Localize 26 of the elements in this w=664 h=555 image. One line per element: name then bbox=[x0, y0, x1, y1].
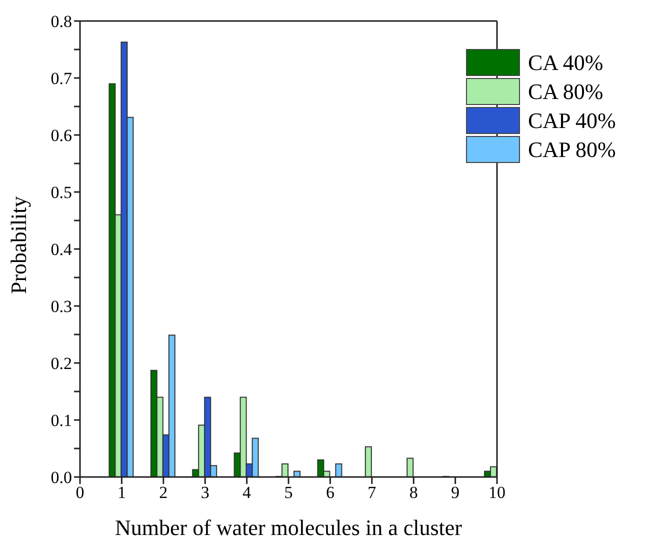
x-tick-label: 9 bbox=[451, 483, 460, 502]
x-tick-label: 3 bbox=[200, 483, 210, 502]
x-tick-label: 1 bbox=[117, 483, 126, 502]
legend-label: CA 40% bbox=[528, 49, 604, 77]
x-tick-label: 2 bbox=[159, 483, 168, 502]
x-tick-label: 8 bbox=[409, 483, 418, 502]
y-tick-label: 0.5 bbox=[50, 183, 72, 202]
legend-label: CAP 40% bbox=[528, 107, 616, 135]
legend-label: CA 80% bbox=[528, 78, 604, 106]
x-tick-label: 5 bbox=[284, 483, 293, 502]
y-tick-label: 0.1 bbox=[50, 411, 72, 430]
y-tick-label: 0.6 bbox=[50, 126, 72, 146]
x-axis-title: Number of water molecules in a cluster bbox=[115, 515, 463, 540]
x-tick-label: 0 bbox=[76, 483, 84, 502]
x-tick-label: 4 bbox=[242, 483, 252, 502]
x-tick-label: 7 bbox=[368, 483, 377, 502]
y-tick-label: 0.2 bbox=[50, 354, 72, 374]
y-tick-label: 0.3 bbox=[50, 297, 72, 316]
legend-label: CAP 80% bbox=[528, 136, 616, 164]
y-tick-label: 0.0 bbox=[50, 468, 72, 488]
y-tick-label: 0.8 bbox=[50, 12, 72, 32]
y-tick-label: 0.4 bbox=[50, 240, 72, 260]
x-tick-label: 10 bbox=[488, 483, 506, 502]
x-tick-label: 6 bbox=[326, 483, 334, 502]
y-axis-title: Probability bbox=[6, 196, 31, 294]
y-tick-label: 0.7 bbox=[50, 69, 72, 88]
